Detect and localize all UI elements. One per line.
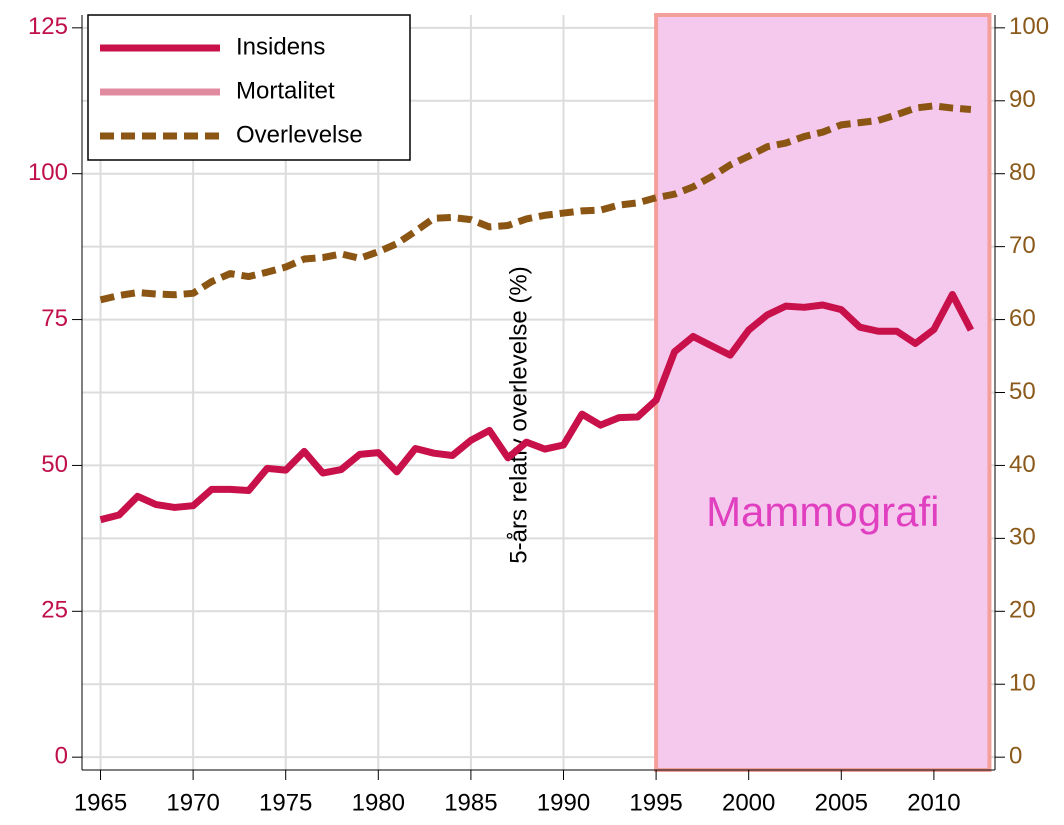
legend-label: Insidens	[236, 33, 325, 60]
y2-tick-label: 10	[1009, 670, 1036, 697]
legend-label: Overlevelse	[236, 121, 363, 148]
y2-tick-label: 40	[1009, 451, 1036, 478]
y-tick-label: 0	[55, 743, 68, 770]
mammografi-region	[654, 13, 992, 772]
y2-tick-label: 20	[1009, 597, 1036, 624]
y-tick-label: 125	[28, 13, 68, 40]
y2-tick-label: 30	[1009, 524, 1036, 551]
x-tick-label: 2010	[907, 789, 960, 816]
y2-tick-label: 0	[1009, 743, 1022, 770]
x-tick-label: 1975	[259, 789, 312, 816]
y2-tick-label: 80	[1009, 159, 1036, 186]
x-tick-label: 1985	[444, 789, 497, 816]
y2-tick-label: 100	[1009, 13, 1049, 40]
y2-tick-label: 90	[1009, 86, 1036, 113]
y-tick-label: 75	[41, 305, 68, 332]
y-tick-label: 100	[28, 159, 68, 186]
x-tick-label: 1965	[74, 789, 127, 816]
legend-label: Mortalitet	[236, 77, 335, 104]
y-tick-label: 25	[41, 597, 68, 624]
x-tick-label: 1970	[166, 789, 219, 816]
x-tick-label: 2000	[722, 789, 775, 816]
x-tick-label: 1990	[537, 789, 590, 816]
x-tick-label: 1995	[629, 789, 682, 816]
x-tick-label: 1980	[352, 789, 405, 816]
annotation-text: Mammografi	[706, 488, 939, 535]
y2-axis-label: 5-års relativ overlevelse (%)	[505, 266, 532, 563]
series-line	[99, 102, 972, 304]
series-line	[99, 290, 975, 524]
y2-tick-label: 70	[1009, 232, 1036, 259]
legend-box	[87, 14, 411, 161]
y-tick-label: 50	[41, 451, 68, 478]
y2-tick-label: 60	[1009, 305, 1036, 332]
x-tick-label: 2005	[815, 789, 868, 816]
y2-tick-label: 50	[1009, 378, 1036, 405]
